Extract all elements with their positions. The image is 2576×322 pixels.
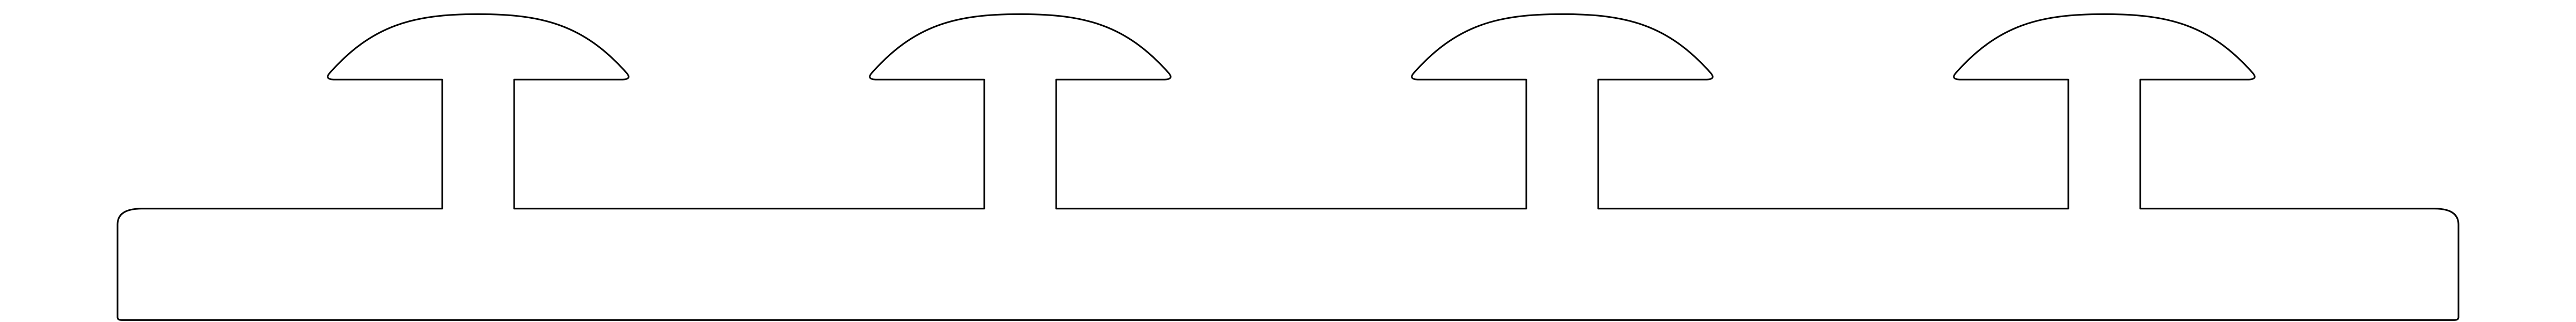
profile-outline bbox=[118, 14, 2458, 320]
